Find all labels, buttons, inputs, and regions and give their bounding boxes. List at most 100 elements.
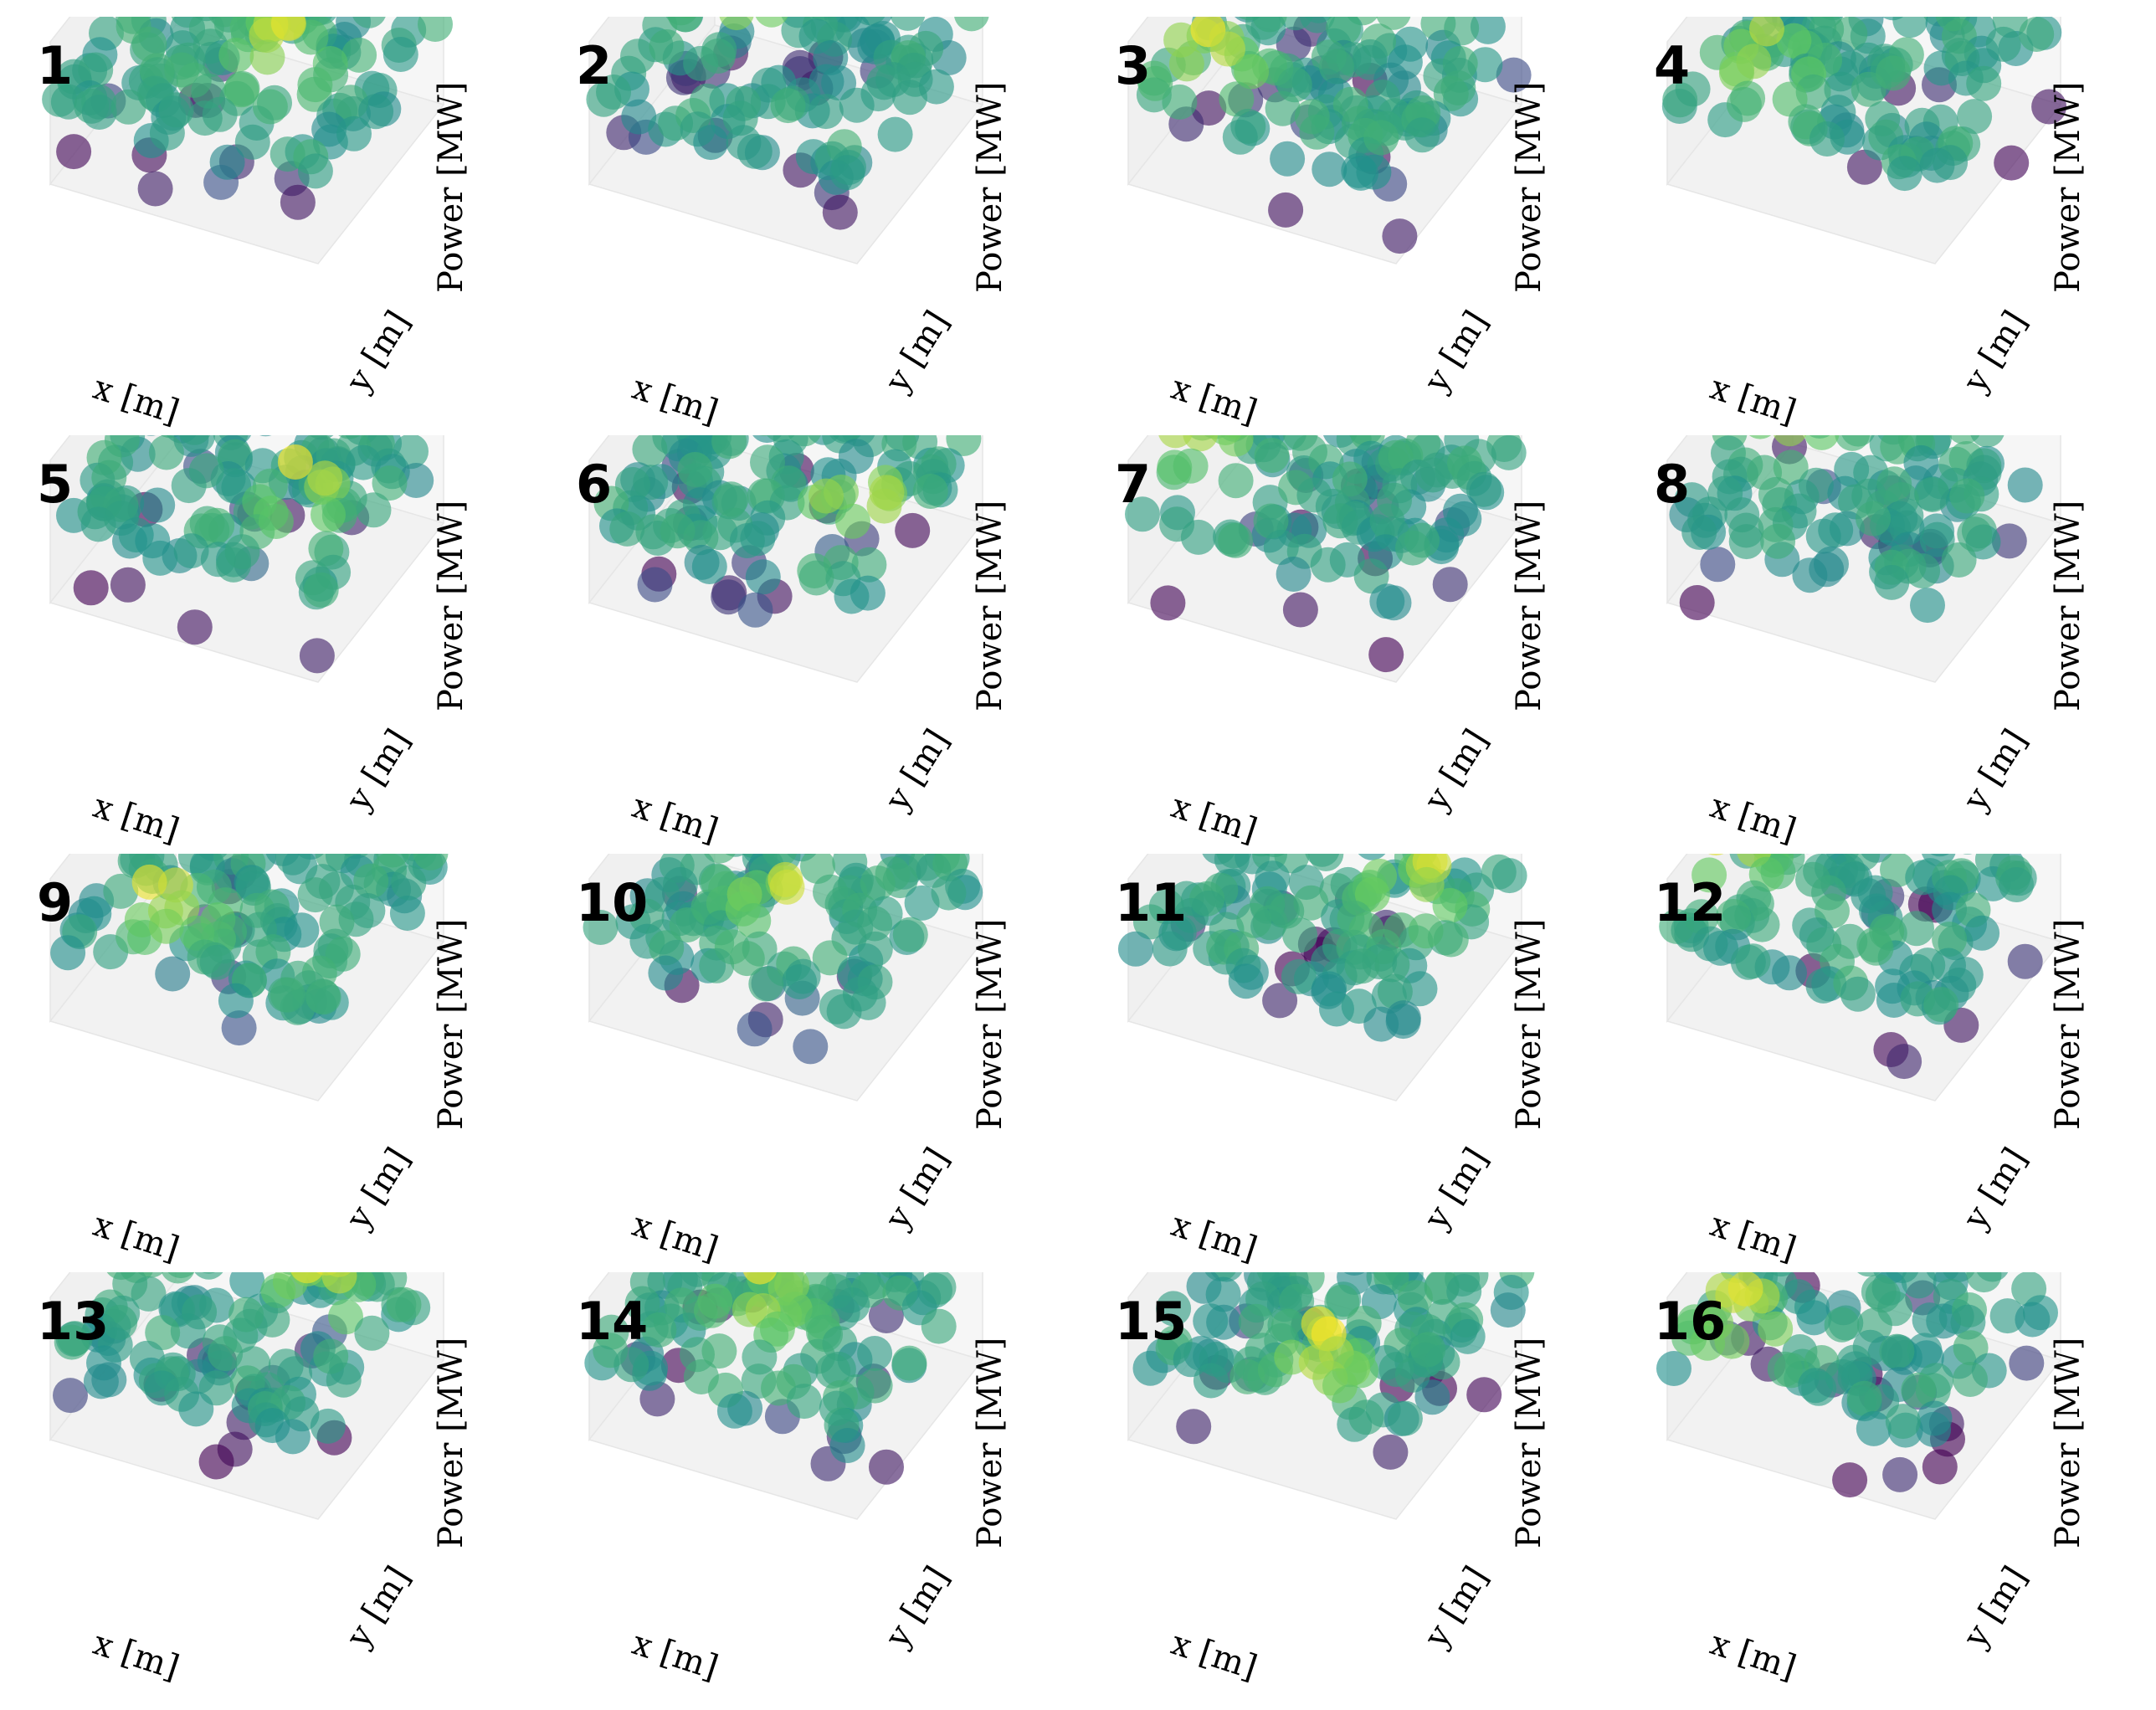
panel-number: 6 bbox=[576, 454, 613, 515]
data-point bbox=[1957, 99, 1993, 135]
data-point bbox=[1193, 1303, 1229, 1339]
data-point bbox=[321, 1272, 357, 1294]
data-point bbox=[1491, 435, 1527, 470]
data-point bbox=[1156, 1291, 1192, 1327]
data-point bbox=[81, 95, 117, 130]
data-point bbox=[701, 39, 736, 74]
data-point bbox=[1262, 983, 1298, 1019]
data-point bbox=[1282, 917, 1318, 953]
data-point bbox=[743, 1272, 777, 1285]
data-point bbox=[918, 69, 954, 105]
data-point bbox=[372, 465, 408, 501]
data-point bbox=[693, 125, 729, 161]
data-point bbox=[1162, 84, 1198, 120]
panel-number: 11 bbox=[1115, 872, 1188, 933]
data-point bbox=[280, 184, 316, 220]
data-point bbox=[1804, 435, 1840, 450]
data-point bbox=[1899, 911, 1934, 947]
data-point bbox=[1703, 930, 1738, 966]
data-point bbox=[1168, 46, 1204, 82]
data-point bbox=[1467, 47, 1503, 83]
data-point bbox=[1882, 1456, 1918, 1492]
data-point bbox=[161, 1272, 195, 1284]
panel-number: 10 bbox=[576, 872, 649, 933]
data-point bbox=[1966, 1272, 2002, 1293]
data-point bbox=[1851, 71, 1887, 107]
data-point bbox=[131, 1276, 167, 1312]
data-point bbox=[822, 194, 858, 230]
data-point bbox=[1832, 1462, 1868, 1498]
data-point bbox=[326, 1362, 362, 1398]
data-point bbox=[258, 504, 294, 539]
data-point bbox=[892, 80, 927, 116]
data-point bbox=[311, 496, 346, 532]
data-point bbox=[307, 460, 343, 496]
data-point bbox=[1810, 121, 1845, 157]
data-point bbox=[829, 155, 865, 191]
data-point bbox=[1681, 514, 1717, 550]
data-point bbox=[382, 37, 418, 72]
z-axis-label: Power [MW] bbox=[971, 81, 1009, 293]
data-point bbox=[1885, 1404, 1921, 1440]
data-point bbox=[1368, 637, 1404, 673]
data-point bbox=[1308, 854, 1344, 871]
data-point bbox=[1491, 858, 1527, 894]
data-point bbox=[699, 947, 735, 983]
data-point bbox=[755, 17, 788, 28]
data-point bbox=[892, 917, 928, 953]
data-point bbox=[729, 523, 765, 558]
data-point bbox=[1662, 82, 1698, 118]
data-point bbox=[1805, 968, 1841, 1004]
data-point bbox=[1466, 471, 1502, 507]
data-point bbox=[1901, 1272, 1937, 1299]
data-point bbox=[851, 547, 887, 583]
data-point bbox=[1758, 1311, 1794, 1347]
plot-area bbox=[1661, 17, 2067, 264]
panel-12: 12 x [m] y [m] Power [MW] bbox=[1634, 854, 2156, 1272]
data-point bbox=[356, 492, 392, 528]
data-point bbox=[1887, 1044, 1922, 1080]
data-point bbox=[761, 1370, 796, 1406]
data-point bbox=[216, 468, 252, 504]
data-point bbox=[341, 37, 377, 73]
z-axis-label: Power [MW] bbox=[1510, 81, 1548, 293]
panel-number: 16 bbox=[1654, 1291, 1727, 1352]
data-point bbox=[1792, 557, 1828, 593]
plot-area bbox=[1127, 17, 1532, 264]
data-point bbox=[1432, 567, 1468, 603]
data-point bbox=[877, 116, 913, 152]
data-point bbox=[1735, 943, 1771, 979]
data-point bbox=[1218, 522, 1254, 558]
data-point bbox=[1950, 1304, 1986, 1340]
data-point bbox=[1691, 857, 1727, 893]
data-point bbox=[277, 444, 313, 480]
data-point bbox=[1970, 435, 2005, 448]
panel-number: 9 bbox=[37, 872, 74, 933]
data-point bbox=[1254, 438, 1290, 473]
data-point bbox=[1994, 145, 2030, 181]
data-point bbox=[815, 1353, 851, 1389]
data-point bbox=[259, 435, 272, 437]
data-point bbox=[1374, 947, 1410, 983]
data-point bbox=[1901, 1372, 1937, 1408]
data-point bbox=[621, 99, 657, 135]
data-point bbox=[110, 89, 146, 125]
data-point bbox=[1218, 435, 1254, 457]
data-point bbox=[218, 38, 254, 73]
data-point bbox=[1299, 114, 1335, 150]
data-point bbox=[1801, 1370, 1837, 1406]
data-point bbox=[1700, 547, 1736, 583]
data-point bbox=[866, 488, 902, 524]
data-point bbox=[91, 1362, 127, 1398]
data-point bbox=[1805, 518, 1841, 554]
plot-area bbox=[1127, 1272, 1535, 1520]
data-point bbox=[1228, 963, 1264, 999]
data-point bbox=[1205, 1276, 1241, 1312]
data-point bbox=[1176, 1409, 1212, 1445]
data-point bbox=[798, 560, 834, 596]
panel-16: 16 x [m] y [m] Power [MW] bbox=[1634, 1272, 2156, 1691]
data-point bbox=[2031, 89, 2067, 125]
